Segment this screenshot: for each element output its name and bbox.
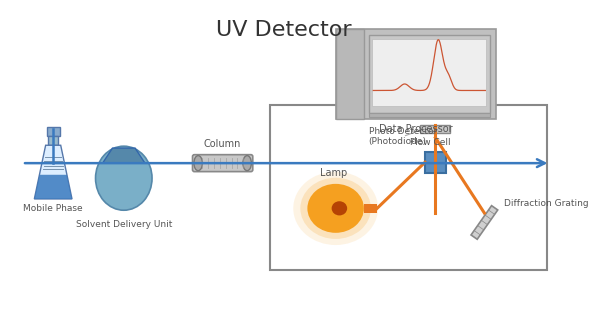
Polygon shape [34,145,72,199]
Text: Column: Column [204,139,241,149]
Ellipse shape [332,201,347,215]
Ellipse shape [301,178,371,239]
Bar [373,39,486,106]
FancyBboxPatch shape [193,155,253,171]
Bar [364,204,377,213]
Text: UV Detector: UV Detector [216,20,352,40]
Text: Lamp: Lamp [320,168,347,178]
Ellipse shape [95,146,152,210]
Bar [335,29,364,119]
Bar [425,152,446,172]
Polygon shape [34,175,72,199]
Text: Diffraction Grating: Diffraction Grating [504,199,589,208]
Bar [368,35,490,113]
Polygon shape [103,148,145,163]
Bar [368,113,490,117]
Ellipse shape [307,184,364,233]
Text: Mobile Phase: Mobile Phase [23,204,83,213]
Text: Data Processor: Data Processor [379,123,452,134]
Text: Solvent Delivery Unit: Solvent Delivery Unit [76,220,172,229]
Text: Photo Detector
(Photodiode): Photo Detector (Photodiode) [368,127,437,146]
Ellipse shape [243,156,251,171]
Polygon shape [471,206,498,239]
Polygon shape [49,136,58,145]
Ellipse shape [194,156,202,171]
Ellipse shape [293,171,378,245]
Bar [421,124,451,133]
Bar [335,29,496,119]
Bar [47,127,60,136]
Text: Flow Cell: Flow Cell [410,138,451,147]
Bar [270,105,547,269]
